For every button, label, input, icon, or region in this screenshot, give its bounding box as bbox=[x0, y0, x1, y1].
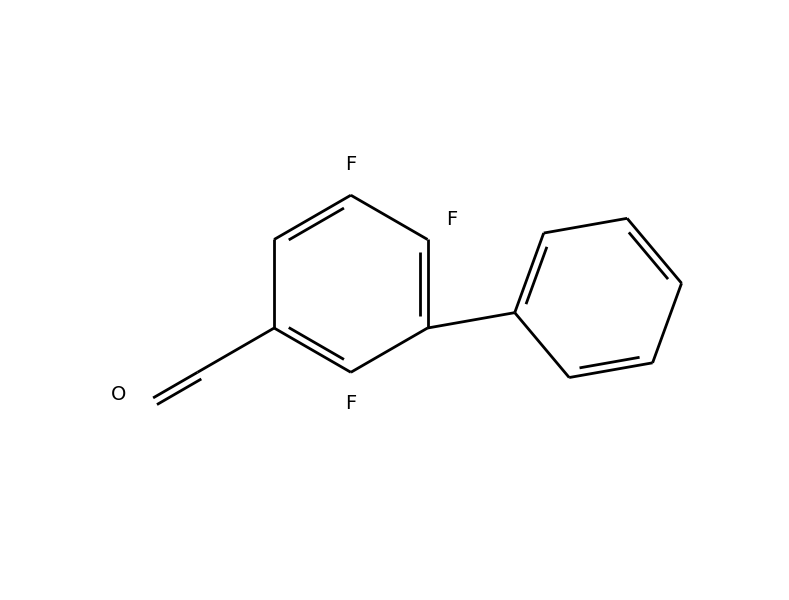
Text: F: F bbox=[447, 209, 458, 229]
Text: F: F bbox=[346, 155, 357, 173]
Text: O: O bbox=[110, 385, 126, 404]
Text: O: O bbox=[110, 385, 126, 404]
Text: F: F bbox=[346, 155, 357, 173]
Text: F: F bbox=[346, 394, 357, 413]
Text: F: F bbox=[447, 209, 458, 229]
Text: F: F bbox=[346, 394, 357, 413]
